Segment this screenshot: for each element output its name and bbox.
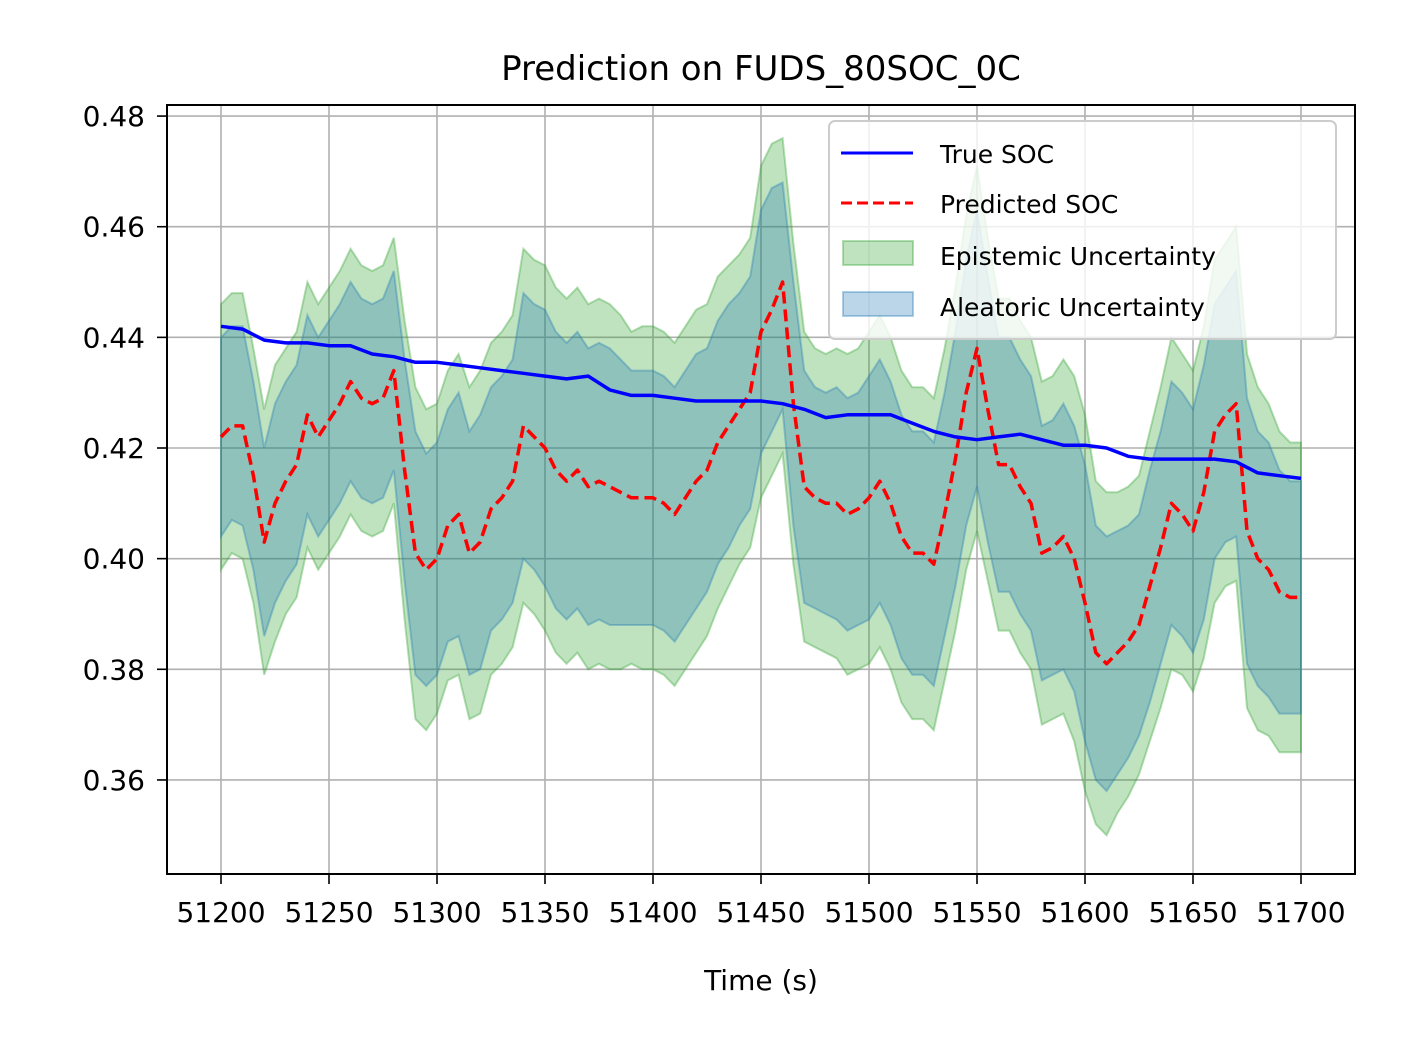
x-tick-label: 51200 (176, 896, 265, 929)
x-tick-label: 51250 (284, 896, 373, 929)
legend-label-predicted-soc: Predicted SOC (940, 190, 1118, 219)
legend-swatch-epistemic (842, 240, 914, 266)
x-tick-label: 51600 (1040, 896, 1129, 929)
y-tick-label: 0.44 (83, 321, 145, 354)
true-line-layer (220, 324, 1302, 481)
x-tick-label: 51700 (1256, 896, 1345, 929)
y-axis: 0.36 0.38 0.40 0.42 0.44 0.46 0.48 (83, 100, 167, 797)
y-tick-label: 0.42 (83, 432, 145, 465)
y-tick-label: 0.46 (83, 211, 145, 244)
y-tick-label: 0.40 (83, 543, 145, 576)
y-tick-label: 0.48 (83, 100, 145, 133)
predicted-line-layer (219, 280, 1301, 666)
legend-label-aleatoric: Aleatoric Uncertainty (940, 293, 1205, 322)
epistemic-band-layer (220, 136, 1302, 838)
legend-box (828, 120, 1337, 340)
aleatoric-band-layer (220, 180, 1302, 793)
x-axis-label: Time (s) (703, 964, 818, 997)
x-tick-label: 51300 (392, 896, 481, 929)
legend-label-true-soc: True SOC (939, 140, 1054, 169)
y-tick-label: 0.38 (83, 653, 145, 686)
legend-swatch-aleatoric (842, 291, 914, 317)
x-tick-label: 51450 (716, 896, 805, 929)
legend-label-epistemic: Epistemic Uncertainty (940, 242, 1216, 271)
epistemic-uncertainty-band (220, 136, 1302, 838)
x-tick-label: 51350 (500, 896, 589, 929)
predicted-soc-line (219, 280, 1301, 666)
aleatoric-uncertainty-band (220, 180, 1302, 793)
y-tick-label: 0.36 (83, 764, 145, 797)
x-tick-label: 51650 (1148, 896, 1237, 929)
legend: True SOC Predicted SOC Epistemic Uncerta… (828, 120, 1337, 340)
true-soc-line (220, 324, 1302, 481)
x-tick-label: 51400 (608, 896, 697, 929)
x-tick-label: 51500 (824, 896, 913, 929)
x-tick-label: 51550 (932, 896, 1021, 929)
chart-title: Prediction on FUDS_80SOC_0C (501, 49, 1021, 89)
x-axis: 51200 51250 51300 51350 51400 51450 51500 51550… (176, 874, 1346, 929)
